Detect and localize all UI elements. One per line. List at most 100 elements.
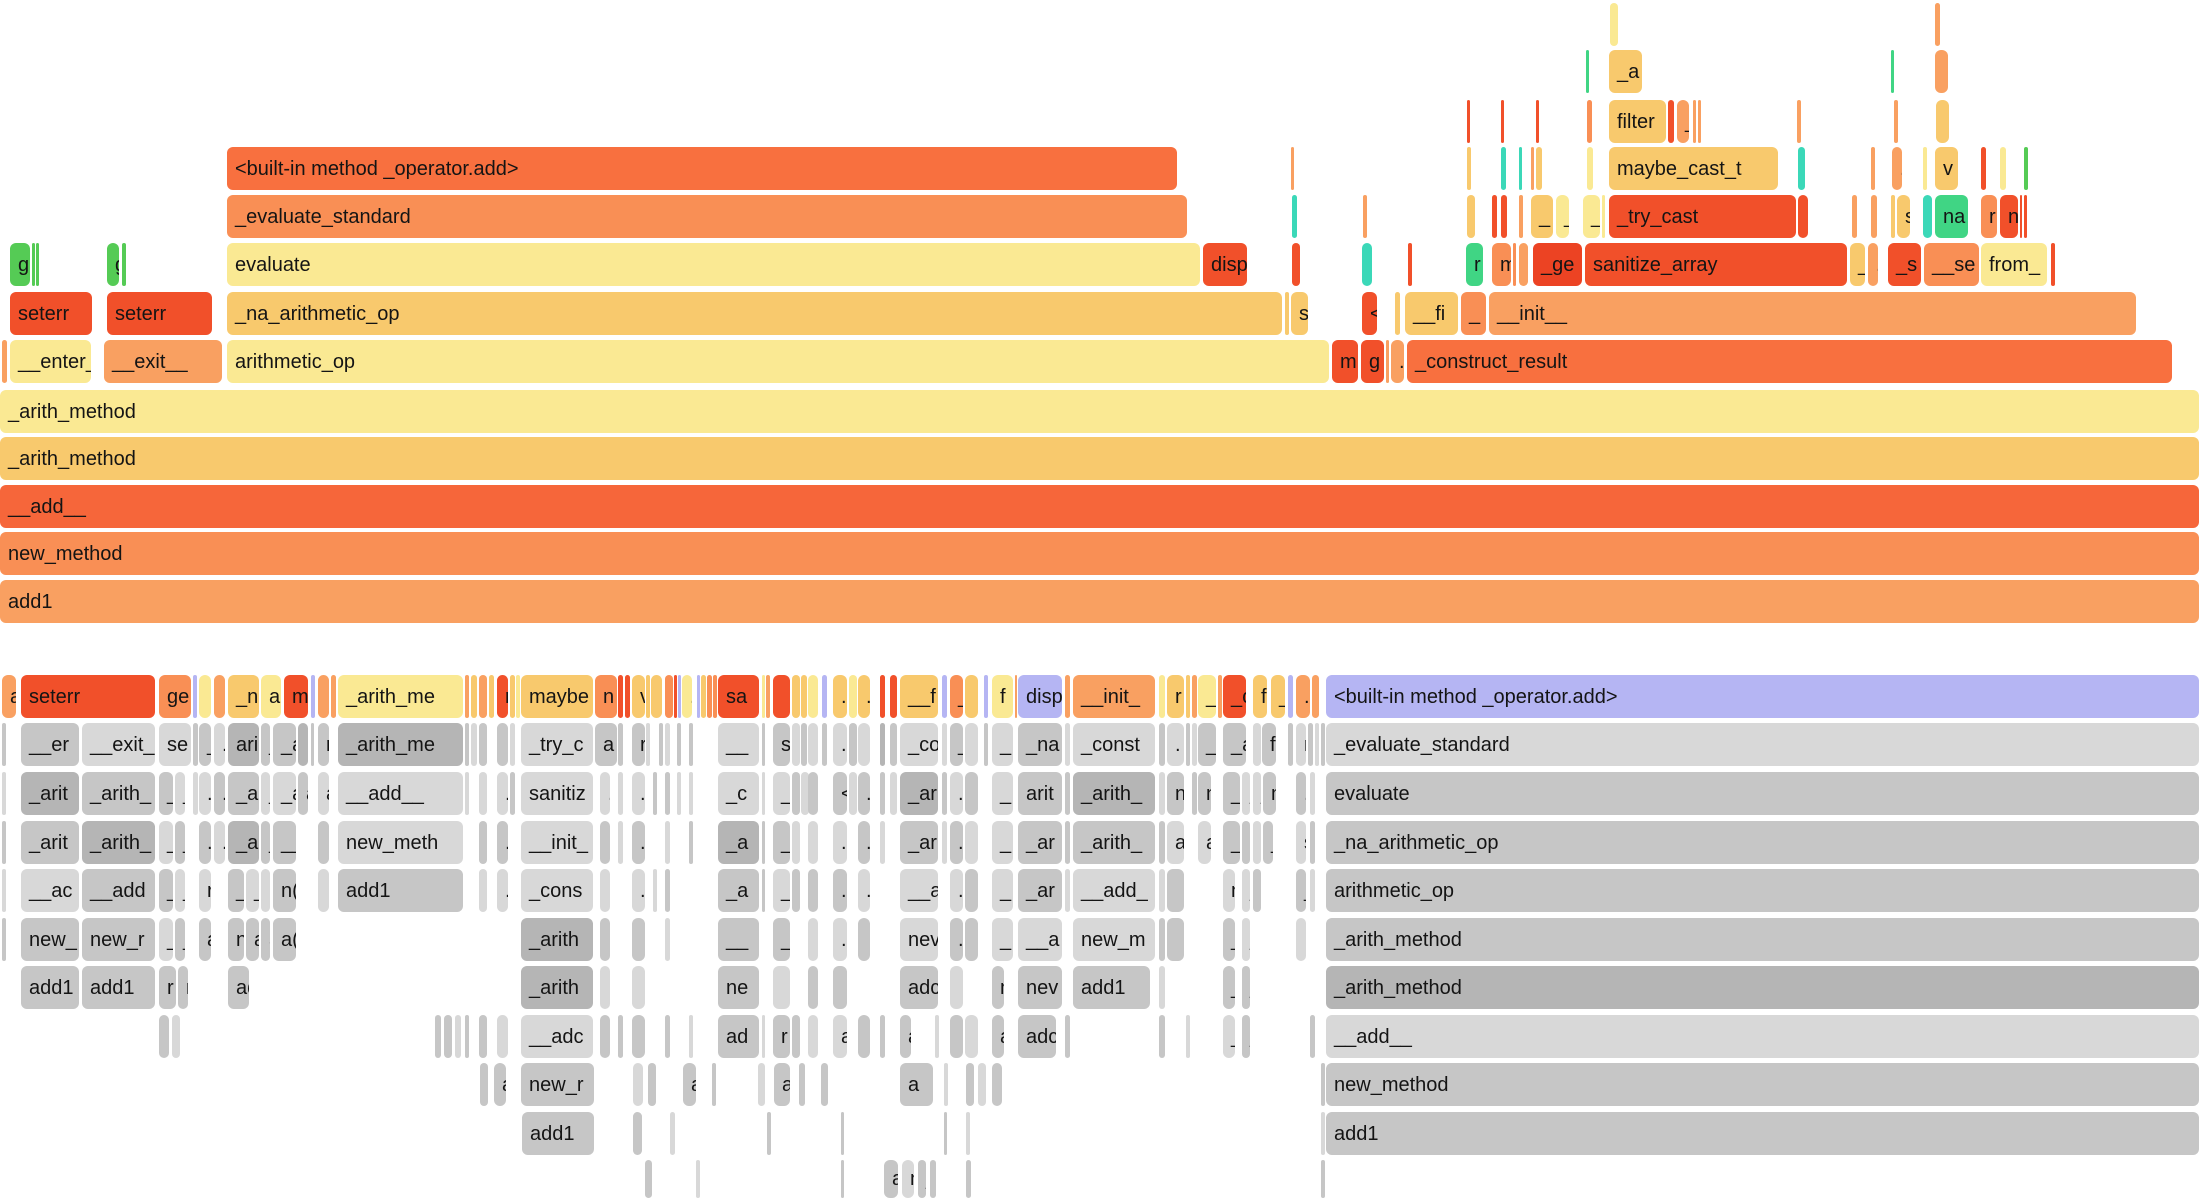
frame-.[interactable]: . [199, 772, 211, 815]
frame-sliver[interactable] [858, 918, 870, 961]
frame-ari[interactable]: ari [228, 723, 259, 766]
frame-sliver[interactable] [965, 723, 978, 766]
frame-_arith[interactable]: _arith [521, 966, 593, 1009]
frame-sliver[interactable] [1291, 147, 1294, 190]
frame-__f[interactable]: __f [900, 675, 938, 718]
frame-sliver[interactable] [489, 675, 494, 718]
frame-sliver[interactable] [762, 723, 765, 766]
frame-sliver[interactable] [1159, 675, 1165, 718]
frame-from_[interactable]: from_ [1981, 243, 2047, 286]
frame-.[interactable]: . [950, 918, 963, 961]
frame-sliver[interactable] [758, 1063, 765, 1106]
frame-sliver[interactable] [808, 821, 818, 864]
frame-a[interactable]: a [261, 675, 281, 718]
frame-add1[interactable]: add1 [1326, 1112, 2199, 1155]
frame-_arith_me[interactable]: _arith_me [338, 675, 463, 718]
frame-sliver[interactable] [712, 1063, 716, 1106]
frame-sliver[interactable] [713, 675, 717, 718]
frame-g[interactable]: g [107, 243, 119, 286]
frame-a[interactable]: a [884, 1160, 898, 1198]
frame-.[interactable]: . [858, 821, 870, 864]
frame-_[interactable]: _ [159, 821, 173, 864]
frame-sliver[interactable] [455, 1015, 461, 1058]
frame-_ar[interactable]: _ar [1018, 821, 1062, 864]
frame-sliver[interactable] [1536, 147, 1542, 190]
frame-_a[interactable]: _a [228, 772, 259, 815]
frame-sliver[interactable] [965, 869, 978, 912]
frame-sliver[interactable] [808, 772, 818, 815]
frame-_c[interactable]: _c [718, 772, 759, 815]
frame-sliver[interactable] [618, 1015, 623, 1058]
frame-sliver[interactable] [1587, 100, 1592, 143]
frame-maybe_cast_t[interactable]: maybe_cast_t [1609, 147, 1778, 190]
frame-sliver[interactable] [665, 723, 670, 766]
frame-_arith_[interactable]: _arith_ [1073, 821, 1155, 864]
frame-__a[interactable]: __a [900, 869, 938, 912]
frame-sliver[interactable] [665, 1015, 670, 1058]
frame-sliver[interactable] [762, 821, 765, 864]
frame-sliver[interactable] [479, 675, 487, 718]
frame-ne[interactable]: ne [718, 966, 759, 1009]
frame-sliver[interactable] [318, 675, 329, 718]
frame-__exit_[interactable]: __exit_ [82, 723, 155, 766]
frame-arithmetic_op[interactable]: arithmetic_op [1326, 869, 2199, 912]
frame-sliver[interactable] [766, 675, 770, 718]
frame-_[interactable]: _ [159, 869, 173, 912]
frame-v[interactable]: v [1935, 147, 1958, 190]
frame-sliver[interactable] [625, 675, 630, 718]
frame-_[interactable]: _ [261, 723, 270, 766]
frame-_[interactable]: _ [1296, 869, 1306, 912]
frame-a[interactable]: a [1167, 821, 1184, 864]
frame-sliver[interactable] [1288, 723, 1293, 766]
frame-sliver[interactable] [890, 675, 897, 718]
frame-sliver[interactable] [1587, 147, 1593, 190]
frame-disp[interactable]: disp [1018, 675, 1062, 718]
frame-sliver[interactable] [890, 772, 897, 815]
frame-sliver[interactable] [1288, 675, 1293, 718]
frame-sliver[interactable] [1310, 869, 1315, 912]
frame-a[interactable]: a [199, 918, 211, 961]
frame-sliver[interactable] [858, 723, 870, 766]
frame-.[interactable]: . [833, 869, 847, 912]
frame-sliver[interactable] [808, 723, 818, 766]
frame-sliver[interactable] [444, 1015, 452, 1058]
frame-sliver[interactable] [1395, 292, 1400, 335]
frame-sliver[interactable] [1159, 918, 1165, 961]
frame-sliver[interactable] [618, 772, 623, 815]
frame-sliver[interactable] [1871, 147, 1875, 190]
frame-_[interactable]: _ [773, 821, 790, 864]
frame-sliver[interactable] [1065, 869, 1070, 912]
frame-__add_[interactable]: __add_ [1073, 869, 1155, 912]
frame-adc[interactable]: adc [900, 966, 938, 1009]
frame-sliver[interactable] [801, 723, 807, 766]
frame-sliver[interactable] [1315, 723, 1319, 766]
frame-_na_arithmetic_op[interactable]: _na_arithmetic_op [1326, 821, 2199, 864]
frame-_arit[interactable]: _arit [21, 772, 79, 815]
frame-sa[interactable]: sa [718, 675, 759, 718]
frame-sliver[interactable] [646, 675, 650, 718]
frame-sliver[interactable] [799, 1063, 805, 1106]
frame-sliver[interactable] [1159, 772, 1165, 815]
frame-sliver[interactable] [849, 723, 857, 766]
frame-seterr[interactable]: seterr [21, 675, 155, 718]
frame-__ac[interactable]: __ac [21, 869, 79, 912]
frame-sliver[interactable] [1981, 147, 1986, 190]
frame-_na_arithmetic_op[interactable]: _na_arithmetic_op [227, 292, 1282, 335]
frame-sliver[interactable] [822, 723, 827, 766]
frame-sliver[interactable] [659, 723, 663, 766]
frame-sliver[interactable] [1891, 50, 1894, 93]
frame-sliver[interactable] [648, 1063, 656, 1106]
frame-_[interactable]: _ [992, 772, 1013, 815]
frame-.[interactable]: . [214, 723, 225, 766]
frame-sliver[interactable] [1467, 100, 1470, 143]
frame-sliver[interactable] [1065, 1015, 1070, 1058]
frame-sliver[interactable] [1159, 723, 1165, 766]
frame-_s[interactable]: _s [1888, 243, 1921, 286]
frame-sliver[interactable] [1935, 3, 1940, 46]
frame-sliver[interactable] [965, 1015, 978, 1058]
frame-sliver[interactable] [689, 772, 693, 815]
frame-sliver[interactable] [318, 821, 329, 864]
frame-.[interactable]: . [833, 821, 847, 864]
frame-.[interactable]: . [833, 918, 847, 961]
frame-sliver[interactable] [2, 869, 6, 912]
